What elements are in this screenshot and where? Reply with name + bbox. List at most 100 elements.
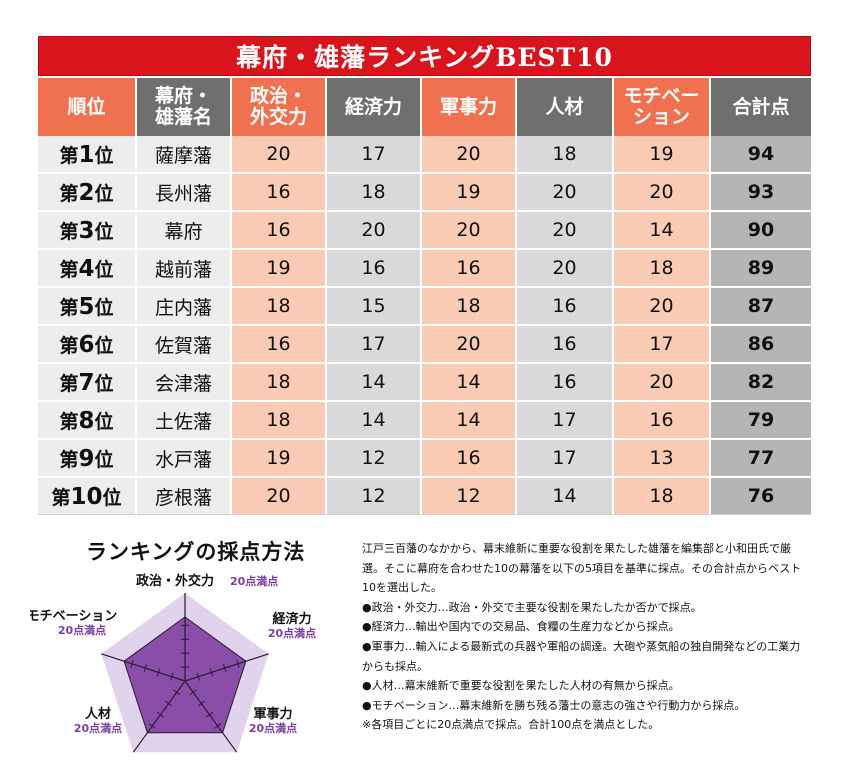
rank-suffix: 位 — [102, 486, 122, 509]
radar-spokes — [101, 593, 269, 753]
table-row: 第3位 幕府 16 20 20 20 14 90 — [38, 212, 812, 250]
rank-num: 10 — [70, 483, 103, 510]
motivation-cell: 16 — [614, 402, 711, 440]
rank-suffix: 位 — [94, 448, 114, 471]
motivation-cell: 20 — [614, 364, 711, 402]
name-cell: 幕府 — [137, 212, 232, 250]
rank-num: 3 — [78, 217, 95, 244]
total-cell: 90 — [711, 212, 812, 250]
rank-prefix: 第 — [59, 182, 79, 205]
header-politics-line1: 政治・ — [249, 85, 307, 107]
rank-cell: 第1位 — [38, 136, 137, 174]
rank-prefix: 第 — [59, 372, 79, 395]
talent-cell: 20 — [517, 174, 614, 212]
header-military: 軍事力 — [422, 76, 517, 136]
total-cell: 79 — [711, 402, 812, 440]
rank-cell: 第10位 — [38, 478, 137, 515]
rank-cell: 第9位 — [38, 440, 137, 478]
talent-cell: 14 — [517, 478, 614, 515]
radar-spoke — [184, 653, 269, 682]
economy-cell: 14 — [327, 364, 422, 402]
method-title: ランキングの採点方法 — [86, 540, 306, 564]
name-cell: 佐賀藩 — [137, 326, 232, 364]
rank-prefix: 第 — [59, 410, 79, 433]
table-row: 第9位 水戸藩 19 12 16 17 13 77 — [38, 440, 812, 478]
header-total: 合計点 — [711, 76, 812, 136]
politics-cell: 20 — [232, 478, 327, 515]
rank-num: 4 — [78, 255, 95, 282]
rank-suffix: 位 — [94, 372, 114, 395]
motivation-cell: 18 — [614, 478, 711, 515]
radar-tick — [214, 723, 222, 729]
total-cell: 77 — [711, 440, 812, 478]
axis-label: 軍事力 — [253, 706, 292, 722]
ranking-table: 幕府・雄藩ランキングBEST10 順位 幕府・ 雄藩名 政治・ 外交力 経済力 … — [38, 36, 812, 515]
rank-cell: 第5位 — [38, 288, 137, 326]
header-motivation-line1: モチベー — [623, 85, 700, 107]
table-title: 幕府・雄藩ランキングBEST10 — [38, 36, 812, 76]
rank-suffix: 位 — [94, 410, 114, 433]
economy-cell: 14 — [327, 402, 422, 440]
name-cell: 越前藩 — [137, 250, 232, 288]
header-name: 幕府・ 雄藩名 — [137, 76, 232, 136]
radar-diagram: 政治・外交力 20点満点経済力20点満点軍事力20点満点人材20点満点モチベーショ… — [30, 573, 316, 753]
radar-labels: 政治・外交力 20点満点経済力20点満点軍事力20点満点人材20点満点モチベーショ… — [30, 573, 316, 735]
economy-cell: 15 — [327, 288, 422, 326]
economy-cell: 12 — [327, 440, 422, 478]
rank-num: 8 — [78, 407, 95, 434]
talent-cell: 16 — [517, 288, 614, 326]
radar-tick — [209, 668, 214, 677]
rank-num: 6 — [78, 331, 95, 358]
rank-suffix: 位 — [94, 144, 114, 167]
total-cell: 87 — [711, 288, 812, 326]
table-row: 第8位 土佐藩 18 14 14 17 16 79 — [38, 402, 812, 440]
motivation-cell: 14 — [614, 212, 711, 250]
radar-tick — [170, 672, 174, 681]
axis-label: 政治・外交力 — [136, 573, 214, 589]
radar-tick — [148, 723, 156, 729]
military-cell: 16 — [422, 440, 517, 478]
total-cell: 94 — [711, 136, 812, 174]
name-cell: 庄内藩 — [137, 288, 232, 326]
radar-tick — [156, 711, 164, 718]
radar-tick — [130, 659, 134, 668]
radar-spoke — [101, 653, 186, 682]
economy-cell: 20 — [327, 212, 422, 250]
rank-suffix: 位 — [94, 220, 114, 243]
description-paragraph: ●軍事力…輸入による最新式の兵器や軍船の調達。大砲や蒸気船の独自開発などの工業力… — [362, 639, 801, 673]
rank-suffix: 位 — [94, 296, 114, 319]
radar-tick — [173, 689, 181, 696]
total-cell: 82 — [711, 364, 812, 402]
axis-max-score: 20点満点 — [268, 626, 316, 640]
header-name-line2: 雄藩名 — [154, 106, 212, 128]
radar-tick — [143, 664, 147, 673]
table-row: 第2位 長州藩 16 18 19 20 20 93 — [38, 174, 812, 212]
header-name-line1: 幕府・ — [154, 85, 212, 107]
rank-cell: 第7位 — [38, 364, 137, 402]
total-cell: 86 — [711, 326, 812, 364]
axis-max-score: 20点満点 — [74, 721, 122, 735]
politics-cell: 16 — [232, 326, 327, 364]
axis-max-score: 20点満点 — [230, 574, 278, 588]
rank-prefix: 第 — [59, 334, 79, 357]
rank-cell: 第4位 — [38, 250, 137, 288]
military-cell: 12 — [422, 478, 517, 515]
axis-label: モチベーション — [30, 609, 117, 624]
economy-cell: 17 — [327, 326, 422, 364]
motivation-cell: 19 — [614, 136, 711, 174]
motivation-cell: 20 — [614, 288, 711, 326]
radar-tick — [165, 700, 173, 707]
radar-tick — [206, 711, 214, 718]
economy-cell: 18 — [327, 174, 422, 212]
politics-cell: 19 — [232, 440, 327, 478]
rank-prefix: 第 — [51, 486, 71, 509]
description-paragraph: ●政治・外交力…政治・外交で主要な役割を果たしたか否かで採点。 — [362, 600, 702, 614]
economy-cell: 12 — [327, 478, 422, 515]
radar-tick — [236, 659, 240, 668]
talent-cell: 16 — [517, 364, 614, 402]
talent-cell: 17 — [517, 440, 614, 478]
table-row: 第6位 佐賀藩 16 17 20 16 17 86 — [38, 326, 812, 364]
axis-label: 経済力 — [272, 611, 311, 627]
axis-max-score: 20点満点 — [58, 623, 106, 637]
military-cell: 19 — [422, 174, 517, 212]
